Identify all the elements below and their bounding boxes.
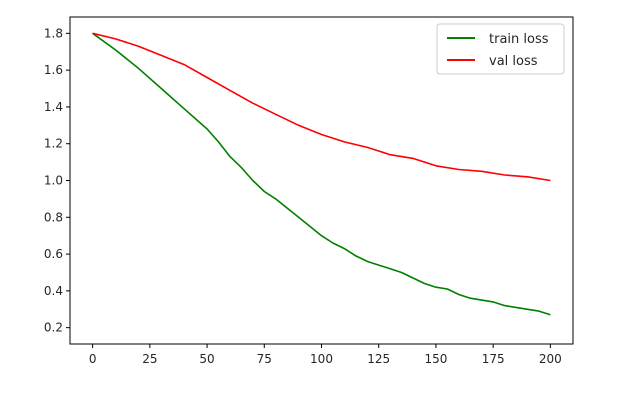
y-tick-label-1.4: 1.4	[44, 100, 63, 114]
y-tick-label-0.8: 0.8	[44, 210, 63, 224]
x-tick-label-0: 0	[89, 352, 97, 366]
legend-label-train-loss: train loss	[489, 32, 549, 47]
y-tick-label-1.2: 1.2	[44, 137, 63, 151]
y-tick-label-1.0: 1.0	[44, 174, 63, 188]
y-tick-label-0.4: 0.4	[44, 284, 63, 298]
y-tick-label-0.2: 0.2	[44, 321, 63, 335]
y-axis: 0.2 0.4 0.6 0.8 1.0 1.2 1.4 1.6 1.8	[44, 26, 70, 335]
series-line-val-loss	[92, 32, 551, 182]
series-line-train-loss	[92, 32, 551, 316]
legend-label-val-loss: val loss	[489, 54, 538, 69]
y-tick-label-0.6: 0.6	[44, 247, 63, 261]
x-tick-label-200: 200	[539, 352, 562, 366]
x-tick-label-175: 175	[482, 352, 505, 366]
y-tick-label-1.8: 1.8	[44, 26, 63, 40]
series-layer	[92, 32, 551, 316]
y-tick-label-1.6: 1.6	[44, 63, 63, 77]
x-tick-label-125: 125	[367, 352, 390, 366]
legend-box	[436, 23, 565, 75]
x-tick-label-50: 50	[199, 352, 214, 366]
x-tick-label-75: 75	[257, 352, 272, 366]
x-tick-label-100: 100	[310, 352, 333, 366]
x-tick-label-150: 150	[424, 352, 447, 366]
x-axis: 0 25 50 75 100 125 150 175 200	[89, 344, 562, 366]
x-tick-label-25: 25	[142, 352, 157, 366]
legend: train loss val loss	[436, 23, 565, 75]
